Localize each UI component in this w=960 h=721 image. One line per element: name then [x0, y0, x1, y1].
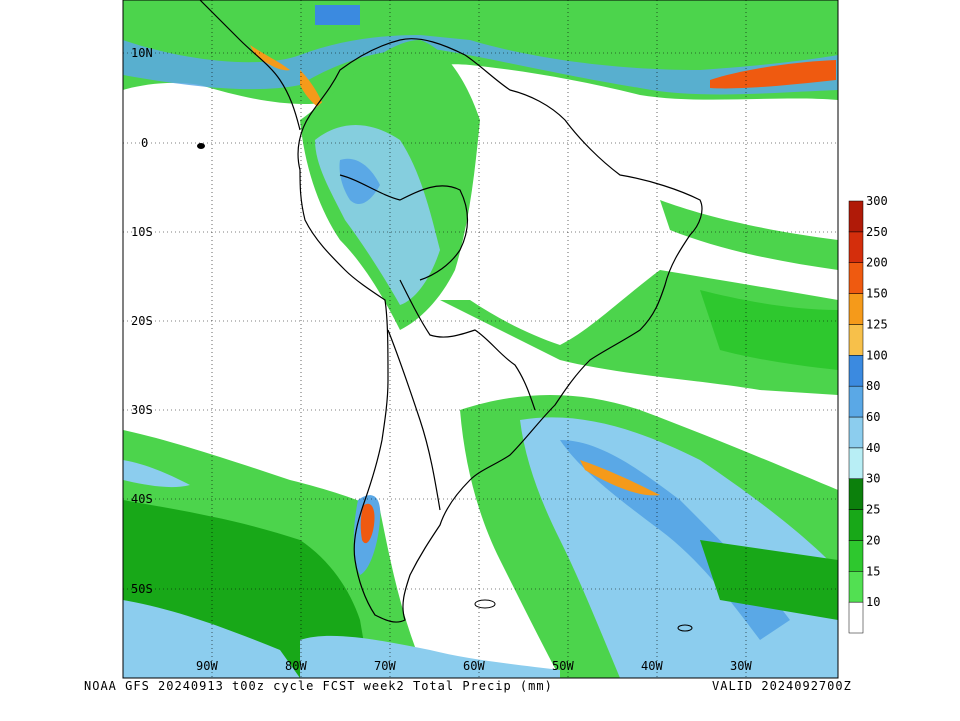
colorbar-swatch	[848, 540, 864, 572]
chile-argentina-border	[387, 329, 441, 511]
colorbar-swatch	[848, 355, 864, 387]
lat-label: 40S	[131, 492, 153, 506]
lat-label: 10N	[131, 46, 153, 60]
colorbar-swatch	[848, 262, 864, 294]
latitude-labels: 10N 0 10S 20S 30S 40S 50S	[131, 46, 153, 596]
colorbar-swatch	[848, 416, 864, 449]
colorbar-swatch	[848, 324, 864, 356]
south-america-coastline	[297, 38, 703, 623]
map-title: NOAA GFS 20240913 t00z cycle FCST week2 …	[84, 679, 553, 693]
falkland-islands	[474, 599, 496, 609]
lat-label: 10S	[131, 225, 153, 239]
colorbar-label: 125	[866, 317, 888, 331]
lon-label: 60W	[463, 659, 485, 673]
colorbar-label: 15	[866, 564, 880, 578]
colorbar-swatch	[848, 601, 864, 634]
country-borders-central	[399, 279, 536, 411]
map-frame	[122, 0, 839, 679]
colorbar-label: 80	[866, 379, 880, 393]
precip-drake-passage	[300, 635, 560, 678]
central-america-coastline	[199, 0, 301, 131]
coastlines	[199, 0, 703, 623]
colorbar-label: 40	[866, 441, 880, 455]
colorbar-swatch	[848, 447, 864, 479]
valid-time: VALID 2024092700Z	[712, 679, 852, 693]
lon-label: 30W	[730, 659, 752, 673]
colorbar-label: 30	[866, 472, 880, 486]
precip-sacz-east	[700, 290, 838, 370]
colorbar-label: 60	[866, 410, 880, 424]
colorbar-label: 100	[866, 348, 888, 362]
precip-chile-max	[360, 503, 375, 544]
colorbar-label: 150	[866, 287, 888, 301]
colorbar-swatch	[848, 200, 864, 233]
precip-south-atlantic-east	[700, 540, 838, 620]
country-borders-north	[339, 174, 469, 281]
colorbar: 10 15 20 25 30 40 60 80 100 125 150 200 250 300	[848, 194, 888, 634]
precip-panama-max	[300, 70, 325, 110]
colorbar-label: 20	[866, 533, 880, 547]
longitude-labels: 90W 80W 70W 60W 50W 40W 30W	[196, 659, 752, 673]
colorbar-swatch	[848, 509, 864, 541]
colorbar-swatch	[848, 231, 864, 263]
precip-itcz-max	[710, 60, 836, 89]
precip-fields	[123, 0, 838, 678]
lon-label: 40W	[641, 659, 663, 673]
colorbar-swatch	[848, 571, 864, 603]
precip-caribbean-patch	[315, 5, 360, 25]
lon-label: 70W	[374, 659, 396, 673]
precip-se-pacific-south	[123, 600, 300, 678]
precip-sw-atlantic-max	[580, 460, 660, 496]
precip-central-america-max	[250, 45, 290, 71]
lon-label: 90W	[196, 659, 218, 673]
colorbar-label: 25	[866, 503, 880, 517]
colorbar-swatch	[848, 293, 864, 325]
lon-label: 50W	[552, 659, 574, 673]
galapagos-islands	[197, 143, 205, 149]
colorbar-swatch	[848, 478, 864, 510]
precip-se-pacific-blue	[123, 460, 190, 488]
lat-label: 30S	[131, 403, 153, 417]
lat-label: 0	[141, 136, 148, 150]
precip-tropical-atlantic	[660, 200, 838, 270]
colorbar-label: 250	[866, 225, 888, 239]
lat-label: 20S	[131, 314, 153, 328]
footer-caption: NOAA GFS 20240913 t00z cycle FCST week2 …	[84, 679, 904, 721]
colorbar-label: 300	[866, 194, 888, 208]
colorbar-label: 10	[866, 595, 880, 609]
colorbar-swatch	[848, 385, 864, 418]
lat-label: 50S	[131, 582, 153, 596]
precip-andes-max	[339, 158, 380, 205]
south-georgia-island	[677, 624, 693, 632]
colorbar-label: 200	[866, 256, 888, 270]
lon-label: 80W	[285, 659, 307, 673]
graticule	[123, 0, 838, 678]
